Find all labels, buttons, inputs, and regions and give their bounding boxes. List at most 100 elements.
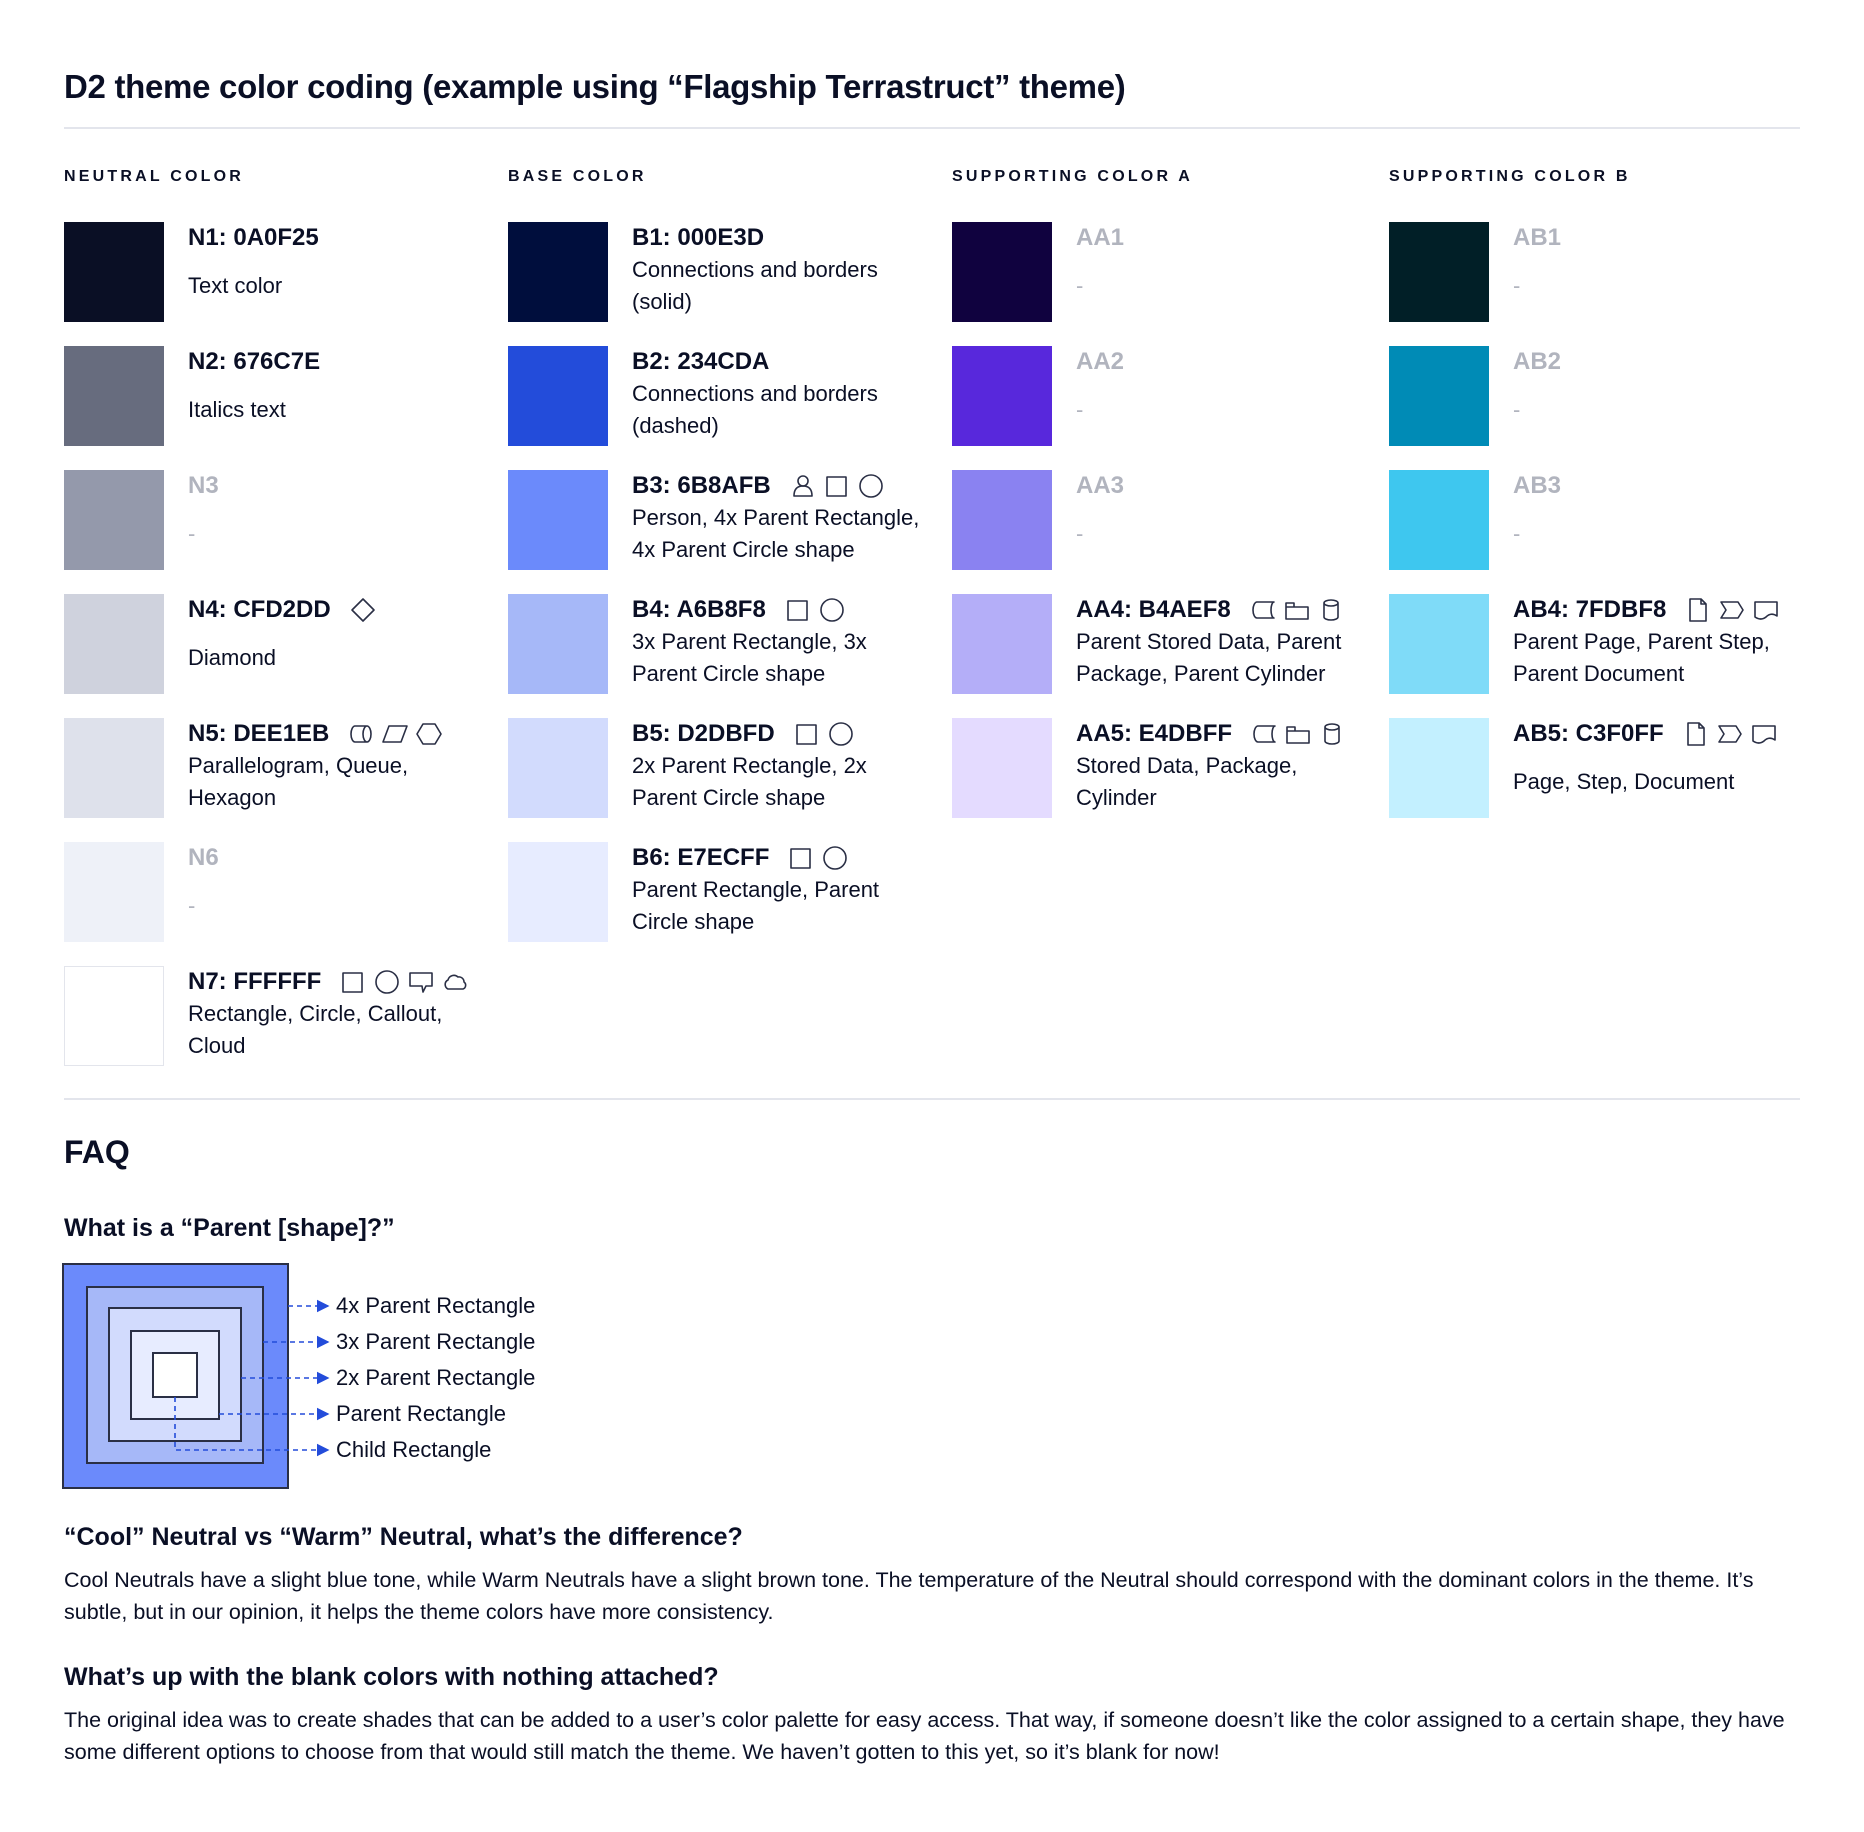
color-info: N7: FFFFFF Rectangle, Circle, Callout, Clo… xyxy=(188,966,488,1062)
color-label: N2: 676C7E xyxy=(188,348,321,375)
color-label-row: N5: DEE1EB xyxy=(188,718,488,750)
color-label: AA1 xyxy=(1076,224,1125,251)
color-info: B6: E7ECFF Parent Rectangle, Parent Circle… xyxy=(632,842,932,938)
color-usage: Page, Step, Document xyxy=(1513,769,1735,794)
color-entry: B6: E7ECFF Parent Rectangle, Parent Circle… xyxy=(508,842,928,942)
color-usage: (dashed) xyxy=(632,413,719,438)
color-entry: AA3 - xyxy=(952,470,1372,570)
empty-placeholder: - xyxy=(1076,397,1084,422)
color-entry: B5: D2DBFD 2x Parent Rectangle, 2x Parent … xyxy=(508,718,928,818)
color-swatch xyxy=(508,718,608,818)
color-swatch xyxy=(1389,222,1489,322)
color-label-row: B2: 234CDA xyxy=(632,346,932,378)
color-swatch xyxy=(952,346,1052,446)
color-entry: AB4: 7FDBF8 Parent Page, Parent Step, Pare… xyxy=(1389,594,1809,694)
color-usage: Parent Rectangle, Parent xyxy=(632,877,880,902)
callout-icon xyxy=(407,968,435,996)
circle-icon xyxy=(373,968,401,996)
queue-icon xyxy=(347,720,375,748)
color-label-row: AA3 xyxy=(1076,470,1376,502)
column-heading: SUPPORTING COLOR B xyxy=(1389,168,1631,185)
color-entry: N1: 0A0F25 Text color xyxy=(64,222,484,322)
color-info: AB4: 7FDBF8 Parent Page, Parent Step, Pare… xyxy=(1513,594,1813,690)
color-usage: Parent Stored Data, Parent xyxy=(1076,629,1342,654)
package-icon xyxy=(1283,596,1311,624)
label-parent-rectangle: Parent Rectangle xyxy=(336,1401,506,1426)
color-info: AB5: C3F0FF Page, Step, Document xyxy=(1513,718,1813,798)
color-usage: Parent Circle shape xyxy=(632,785,826,810)
faq-question-parent-shape: What is a “Parent [shape]?” xyxy=(64,1214,395,1242)
color-entry: AB1 - xyxy=(1389,222,1809,322)
shape-icons xyxy=(1250,720,1346,748)
color-info: N5: DEE1EB Parallelogram, Queue, Hexagon xyxy=(188,718,488,814)
color-swatch xyxy=(64,470,164,570)
color-entry: B3: 6B8AFB Person, 4x Parent Rectangle, 4x… xyxy=(508,470,928,570)
color-info: B4: A6B8F8 3x Parent Rectangle, 3x Parent … xyxy=(632,594,932,690)
color-label: AA3 xyxy=(1076,472,1125,499)
color-label: N4: CFD2DD xyxy=(188,596,331,623)
color-usage: Connections and borders xyxy=(632,257,878,282)
color-label: AB2 xyxy=(1513,348,1562,375)
color-label: B2: 234CDA xyxy=(632,348,770,375)
color-label-row: AB3 xyxy=(1513,470,1813,502)
document-icon xyxy=(1750,720,1778,748)
circle-icon xyxy=(821,844,849,872)
circle-icon xyxy=(827,720,855,748)
color-label-row: N1: 0A0F25 xyxy=(188,222,488,254)
color-label-row: AA5: E4DBFF xyxy=(1076,718,1376,750)
faq-heading: FAQ xyxy=(64,1134,130,1170)
color-usage: Parent Document xyxy=(1513,661,1685,686)
color-entry: AA5: E4DBFF Stored Data, Package, Cylinder xyxy=(952,718,1372,818)
color-usage: Italics text xyxy=(188,397,286,422)
color-label-row: B3: 6B8AFB xyxy=(632,470,932,502)
rectangle-icon xyxy=(339,968,367,996)
color-entry: B2: 234CDA Connections and borders (dashed… xyxy=(508,346,928,446)
color-info: N1: 0A0F25 Text color xyxy=(188,222,488,302)
color-swatch xyxy=(1389,470,1489,570)
color-swatch xyxy=(952,594,1052,694)
document-icon xyxy=(1752,596,1780,624)
color-entry: AB2 - xyxy=(1389,346,1809,446)
color-label-row: N6 xyxy=(188,842,488,874)
empty-placeholder: - xyxy=(1513,273,1521,298)
color-label: AB5: C3F0FF xyxy=(1513,720,1664,747)
color-usage: Diamond xyxy=(188,645,277,670)
shape-icons xyxy=(1682,720,1778,748)
color-usage: Package, Parent Cylinder xyxy=(1076,661,1326,686)
color-entry: N7: FFFFFF Rectangle, Circle, Callout, Clo… xyxy=(64,966,484,1066)
stored-data-icon xyxy=(1249,596,1277,624)
column-heading: BASE COLOR xyxy=(508,168,647,185)
hexagon-icon xyxy=(415,720,443,748)
empty-placeholder: - xyxy=(1076,273,1084,298)
divider xyxy=(64,1098,1800,1100)
color-label: AA2 xyxy=(1076,348,1125,375)
color-swatch xyxy=(64,594,164,694)
color-info: N3 - xyxy=(188,470,488,550)
color-entry: B4: A6B8F8 3x Parent Rectangle, 3x Parent … xyxy=(508,594,928,694)
color-swatch xyxy=(64,346,164,446)
color-info: AA4: B4AEF8 Parent Stored Data, Parent Pac… xyxy=(1076,594,1376,690)
color-label: B3: 6B8AFB xyxy=(632,472,771,499)
diamond-icon xyxy=(349,596,377,624)
color-label: AB3 xyxy=(1513,472,1562,499)
faq-question-cool-warm: “Cool” Neutral vs “Warm” Neutral, what’s… xyxy=(64,1523,743,1551)
rectangle-icon xyxy=(793,720,821,748)
color-label-row: N3 xyxy=(188,470,488,502)
color-usage: Person, 4x Parent Rectangle, xyxy=(632,505,920,530)
color-label: N1: 0A0F25 xyxy=(188,224,319,251)
cylinder-icon xyxy=(1317,596,1345,624)
color-label: N7: FFFFFF xyxy=(188,968,322,995)
color-label: AA4: B4AEF8 xyxy=(1076,596,1231,623)
color-label-row: N4: CFD2DD xyxy=(188,594,488,626)
color-entry: B1: 000E3D Connections and borders (solid) xyxy=(508,222,928,322)
color-swatch xyxy=(508,470,608,570)
color-usage: Text color xyxy=(188,273,283,298)
label-child-rectangle: Child Rectangle xyxy=(336,1437,491,1462)
empty-placeholder: - xyxy=(188,521,196,546)
color-info: B2: 234CDA Connections and borders (dashed… xyxy=(632,346,932,442)
color-label-row: AB4: 7FDBF8 xyxy=(1513,594,1813,626)
shape-icons xyxy=(793,720,855,748)
color-usage: Circle shape xyxy=(632,909,755,934)
rectangle-icon xyxy=(823,472,851,500)
color-entry: N3 - xyxy=(64,470,484,570)
